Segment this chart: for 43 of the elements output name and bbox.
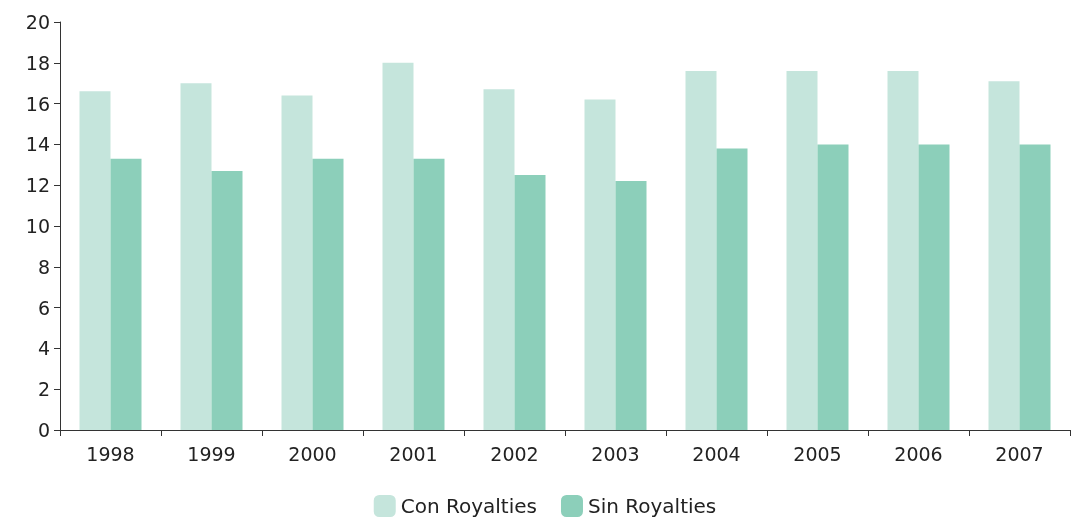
bar xyxy=(817,144,849,430)
legend-label: Sin Royalties xyxy=(587,494,717,518)
bar xyxy=(211,170,243,430)
bar xyxy=(786,70,818,430)
y-tick-label: 2 xyxy=(37,378,50,401)
bar xyxy=(988,81,1020,430)
y-tick-label: 18 xyxy=(25,51,50,74)
x-tick-label: 2003 xyxy=(591,442,640,465)
bar xyxy=(716,148,748,430)
x-tick-label: 2007 xyxy=(995,442,1044,465)
y-tick-label: 10 xyxy=(25,215,50,237)
x-tick-label: 2002 xyxy=(490,442,539,465)
y-tick-label: 0 xyxy=(37,419,50,441)
y-tick-label: 4 xyxy=(37,337,50,360)
x-tick-label: 2000 xyxy=(288,442,337,465)
bar xyxy=(887,70,919,430)
y-tick-label: 8 xyxy=(37,255,50,278)
x-tick-label: 1999 xyxy=(187,442,236,465)
bar xyxy=(1019,144,1051,430)
legend-label: Con Royalties xyxy=(400,494,537,518)
y-tick-label: 14 xyxy=(25,133,50,156)
bar xyxy=(615,181,647,430)
bar xyxy=(79,91,111,430)
x-tick-label: 2004 xyxy=(692,442,741,465)
bar xyxy=(918,144,950,430)
bar xyxy=(413,158,445,430)
y-tick-label: 20 xyxy=(25,11,50,33)
bar xyxy=(685,70,717,430)
bar xyxy=(483,89,515,430)
y-tick-label: 6 xyxy=(37,296,50,319)
x-tick-label: 2005 xyxy=(793,442,842,465)
bar xyxy=(110,158,142,430)
x-tick-label: 2001 xyxy=(389,442,438,465)
bar xyxy=(584,99,616,430)
bar xyxy=(382,62,414,430)
bar xyxy=(281,95,313,430)
x-tick-label: 2006 xyxy=(894,442,943,465)
y-tick-label: 12 xyxy=(25,174,50,197)
bar xyxy=(312,158,344,430)
bar xyxy=(180,83,212,430)
x-tick-label: 1998 xyxy=(86,442,135,465)
bar xyxy=(514,175,546,430)
y-tick-label: 16 xyxy=(25,92,50,115)
